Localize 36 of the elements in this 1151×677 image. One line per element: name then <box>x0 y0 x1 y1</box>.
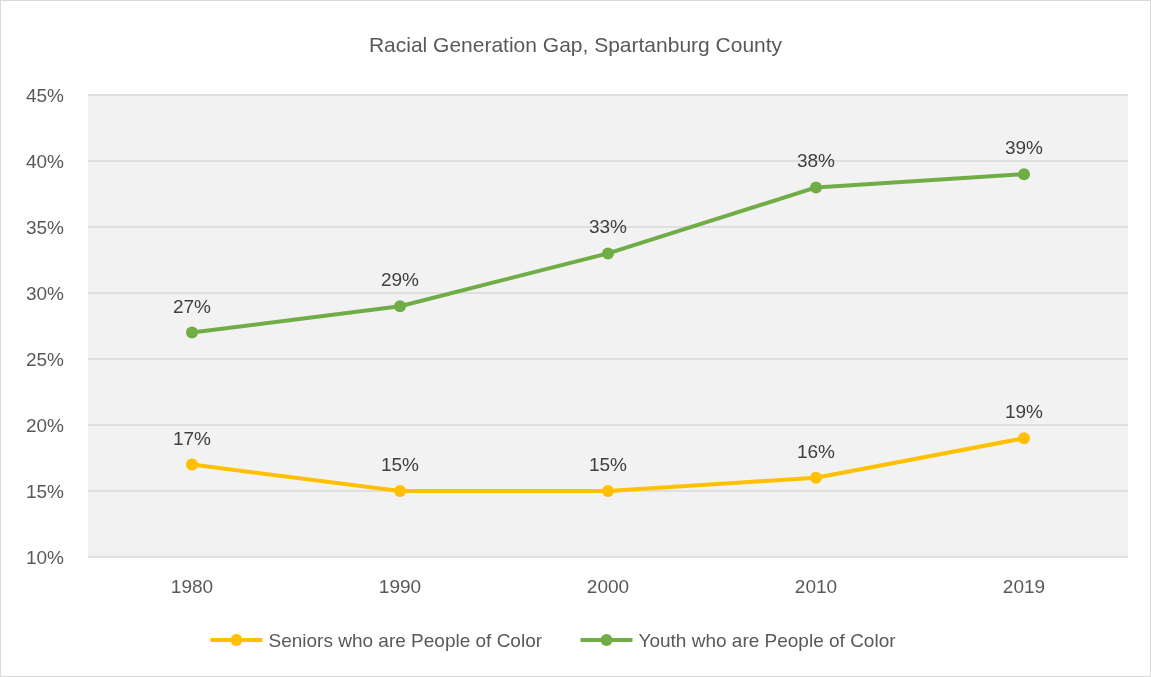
data-label: 33% <box>588 216 628 238</box>
y-tick-label: 35% <box>25 216 65 238</box>
point <box>394 485 406 497</box>
chart-title: Racial Generation Gap, Spartanburg County <box>368 33 783 56</box>
data-label: 27% <box>172 295 212 317</box>
y-tick-label: 25% <box>25 348 65 370</box>
point <box>602 247 614 260</box>
data-label: 39% <box>1004 137 1044 159</box>
point <box>810 471 822 484</box>
point <box>602 485 614 497</box>
y-tick-label: 10% <box>25 546 65 568</box>
point <box>1018 168 1030 181</box>
x-tick-label: 2010 <box>794 576 838 597</box>
y-tick-label: 45% <box>25 84 65 106</box>
y-tick-label: 40% <box>25 150 65 172</box>
point <box>186 458 198 471</box>
legend-label: Seniors who are People of Color <box>268 629 543 651</box>
y-tick-label: 20% <box>25 414 65 436</box>
data-label: 38% <box>796 150 836 172</box>
x-tick-label: 2019 <box>1002 576 1046 597</box>
x-tick-label: 1980 <box>170 576 214 597</box>
data-label: 19% <box>1004 401 1044 423</box>
data-label: 15% <box>380 454 420 475</box>
data-label: 16% <box>796 440 836 462</box>
point <box>810 181 822 194</box>
data-label: 29% <box>380 269 420 291</box>
point <box>394 300 406 313</box>
point <box>1018 432 1030 445</box>
y-tick-label: 30% <box>25 282 65 304</box>
data-label: 15% <box>588 454 628 475</box>
x-tick-label: 2000 <box>586 576 630 597</box>
x-tick-label: 1990 <box>378 576 422 597</box>
data-label: 17% <box>172 427 212 449</box>
legend-label: Youth who are People of Color <box>638 629 897 651</box>
y-tick-label: 15% <box>25 480 65 502</box>
point <box>186 326 198 339</box>
